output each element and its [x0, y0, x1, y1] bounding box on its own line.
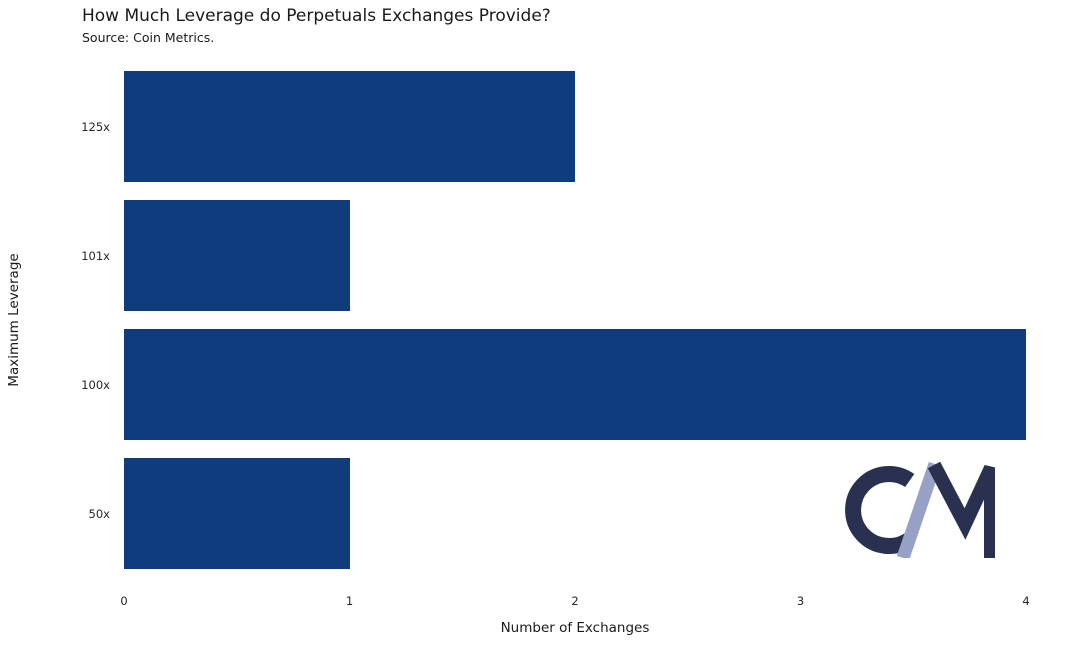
- y-tick-label-50x: 50x: [88, 506, 110, 521]
- plot-area: [124, 62, 1026, 578]
- coin-metrics-logo: [845, 462, 995, 558]
- logo-slash-shape: [896, 462, 942, 558]
- x-tick-label-3: 3: [796, 594, 805, 608]
- chart-title: How Much Leverage do Perpetuals Exchange…: [82, 6, 551, 26]
- bar-101x: [124, 200, 350, 311]
- x-tick-label-0: 0: [120, 594, 128, 608]
- bar-row-125x: [124, 62, 1026, 191]
- bar-125x: [124, 71, 575, 182]
- x-tick-label-4: 4: [1022, 594, 1030, 608]
- y-tick-label-100x: 100x: [81, 377, 110, 392]
- y-tick-label-101x: 101x: [81, 248, 110, 263]
- logo-m-shape: [927, 462, 995, 558]
- bar-100x: [124, 329, 1026, 440]
- x-tick-labels: 0 1 2 3 4: [120, 594, 1030, 610]
- x-tick-label-2: 2: [571, 594, 579, 608]
- logo-c-shape: [845, 466, 915, 554]
- bar-row-50x: [124, 449, 1026, 578]
- x-axis-label: Number of Exchanges: [500, 620, 650, 636]
- x-tick-label-1: 1: [345, 594, 354, 608]
- y-tick-labels: 125x 101x 100x 50x: [0, 62, 110, 578]
- chart-subtitle: Source: Coin Metrics.: [82, 30, 215, 45]
- bar-row-100x: [124, 320, 1026, 449]
- bar-row-101x: [124, 191, 1026, 320]
- y-tick-label-125x: 125x: [81, 119, 110, 134]
- bar-series: [124, 62, 1026, 578]
- bar-50x: [124, 458, 350, 569]
